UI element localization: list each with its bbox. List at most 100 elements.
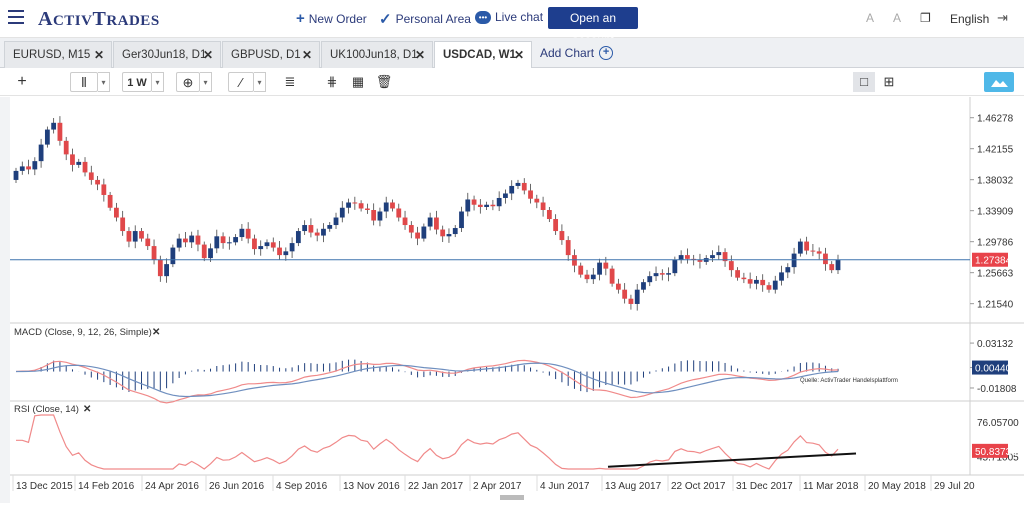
candle[interactable]: [496, 191, 502, 212]
close-icon[interactable]: ✕: [513, 48, 524, 62]
candle[interactable]: [396, 203, 402, 222]
candle[interactable]: [528, 183, 533, 204]
grid-layout-icon[interactable]: ⊞: [883, 74, 895, 89]
candle[interactable]: [44, 126, 50, 148]
candle[interactable]: [352, 196, 358, 210]
candle[interactable]: [176, 233, 182, 252]
candle[interactable]: [139, 228, 144, 242]
candle[interactable]: [201, 241, 207, 262]
candle[interactable]: [791, 247, 797, 274]
candle[interactable]: [70, 148, 75, 172]
candle[interactable]: [766, 282, 772, 293]
new-order-link[interactable]: + New Order: [296, 10, 367, 27]
candle[interactable]: [471, 195, 477, 211]
candle[interactable]: [264, 239, 270, 250]
candle[interactable]: [477, 199, 483, 214]
candle[interactable]: [452, 225, 458, 238]
candle[interactable]: [590, 268, 596, 284]
candle[interactable]: [572, 249, 577, 273]
indicator-dropdown[interactable]: ▾: [200, 72, 212, 92]
candle[interactable]: [151, 239, 157, 265]
menu-icon[interactable]: [8, 10, 24, 24]
candle[interactable]: [634, 283, 640, 311]
candle[interactable]: [120, 210, 126, 236]
candle[interactable]: [785, 263, 791, 279]
candle[interactable]: [126, 227, 132, 248]
candle[interactable]: [258, 240, 264, 256]
candle[interactable]: [358, 200, 364, 212]
candle[interactable]: [113, 202, 119, 222]
close-icon[interactable]: ✕: [152, 327, 160, 338]
candle[interactable]: [95, 176, 100, 191]
timeframe-dropdown[interactable]: ▾: [152, 72, 164, 92]
chart-area[interactable]: 1.46278 1.42155 1.38032 1.33909 1.29786 1.256…: [0, 97, 1024, 503]
close-icon[interactable]: ✕: [414, 48, 425, 62]
live-chat-link[interactable]: ••• Live chat: [475, 10, 543, 24]
candle[interactable]: [829, 261, 835, 274]
candle[interactable]: [76, 158, 82, 168]
candle[interactable]: [641, 279, 646, 293]
candle[interactable]: [459, 206, 464, 232]
candle[interactable]: [289, 237, 295, 258]
candle[interactable]: [51, 117, 57, 134]
close-icon[interactable]: ✕: [202, 48, 213, 62]
add-chart-button[interactable]: Add Chart +: [540, 46, 614, 60]
tab-gbpusd-d1[interactable]: GBPUSD, D1 ✕: [222, 41, 320, 68]
candle[interactable]: [314, 228, 320, 242]
candle[interactable]: [220, 232, 226, 249]
candle[interactable]: [747, 272, 753, 289]
candle[interactable]: [327, 222, 333, 232]
candle[interactable]: [722, 248, 728, 267]
close-icon[interactable]: ✕: [83, 404, 91, 415]
scroll-handle[interactable]: [500, 495, 524, 500]
candle[interactable]: [13, 167, 19, 183]
candle[interactable]: [597, 258, 602, 281]
candle[interactable]: [383, 196, 389, 219]
candle[interactable]: [283, 247, 289, 261]
candle[interactable]: [728, 255, 734, 277]
candle[interactable]: [57, 116, 63, 146]
candle[interactable]: [208, 243, 213, 263]
candle[interactable]: [559, 224, 565, 245]
language-selector[interactable]: English: [950, 12, 990, 26]
candle[interactable]: [415, 226, 420, 246]
candle[interactable]: [408, 221, 414, 239]
candle[interactable]: [333, 212, 339, 229]
tab-ger30jun18-d1[interactable]: Ger30Jun18, D1 ✕: [113, 41, 221, 68]
candle[interactable]: [647, 271, 653, 287]
cloud-icon[interactable]: [984, 72, 1014, 92]
activtrades-logo[interactable]: ACTIVTRADES: [38, 8, 160, 30]
candle[interactable]: [678, 250, 684, 264]
candle[interactable]: [515, 179, 521, 189]
candle[interactable]: [553, 214, 559, 235]
candle[interactable]: [772, 275, 778, 294]
logout-icon[interactable]: ⇥: [997, 10, 1008, 25]
candle[interactable]: [164, 258, 169, 283]
candle[interactable]: [540, 196, 546, 217]
candle[interactable]: [82, 157, 88, 177]
candle[interactable]: [189, 231, 195, 249]
candle[interactable]: [503, 189, 508, 204]
candle[interactable]: [741, 272, 747, 284]
candle[interactable]: [195, 229, 201, 252]
candle[interactable]: [226, 236, 232, 250]
draw-line-dropdown[interactable]: ▾: [254, 72, 266, 92]
candle[interactable]: [277, 240, 282, 260]
candle[interactable]: [546, 206, 552, 223]
tab-usdcad-w1[interactable]: USDCAD, W1 ✕: [434, 41, 532, 69]
candle[interactable]: [19, 161, 25, 175]
candle[interactable]: [295, 228, 301, 247]
indicator-button[interactable]: ⊕: [176, 72, 200, 92]
candle[interactable]: [346, 198, 351, 214]
candle[interactable]: [465, 192, 471, 217]
candle[interactable]: [810, 243, 816, 257]
chart-type-button[interactable]: ⫴: [70, 72, 98, 92]
template-icon[interactable]: ▦: [351, 74, 365, 89]
crosshair-icon[interactable]: +: [17, 73, 27, 90]
fibonacci-icon[interactable]: ≣: [284, 74, 296, 89]
candle[interactable]: [797, 238, 803, 257]
candle[interactable]: [402, 210, 408, 230]
candle[interactable]: [88, 165, 94, 185]
candle[interactable]: [339, 201, 345, 223]
candle[interactable]: [145, 233, 151, 250]
